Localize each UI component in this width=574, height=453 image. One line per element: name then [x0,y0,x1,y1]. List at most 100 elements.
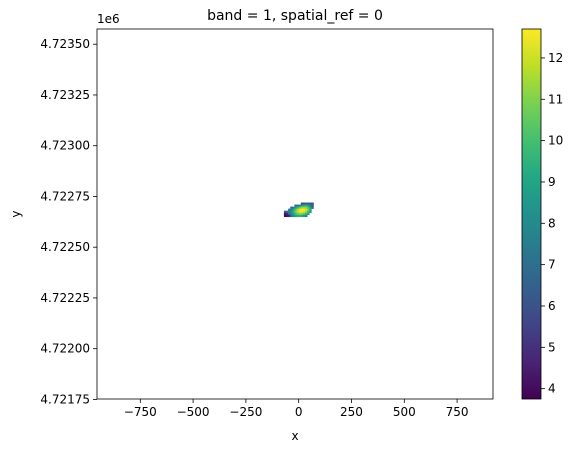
raster-cell [300,206,304,209]
x-tick-label: 0 [295,405,303,419]
raster-cell [302,214,306,218]
raster-cell [294,212,297,216]
x-tick-label: 750 [446,405,469,419]
y-tick-label: 4.72300 [40,139,90,153]
colorbar-tick-label: 12 [548,51,563,65]
raster-cell [286,210,289,213]
raster-cell [298,212,302,216]
raster-cell [290,212,293,216]
raster-cell [307,210,310,213]
raster-cell [302,212,306,216]
raster-cell [283,210,287,213]
colorbar-tick-label: 4 [548,382,556,396]
raster-cell [302,210,306,213]
raster-cell [305,202,308,205]
raster-cell [290,210,293,213]
raster-cell [305,212,308,216]
colorbar-tick-label: 7 [548,258,556,272]
x-axis-label: x [291,429,298,443]
raster-cell [286,212,289,216]
y-axis-label: y [9,210,23,217]
y-tick-label: 4.72325 [40,88,90,102]
raster-cell [307,212,310,216]
raster-cell [292,212,295,216]
raster-cell [300,204,304,207]
raster-cell [305,206,308,209]
raster-cell [302,204,306,207]
y-tick-label: 4.72200 [40,342,90,356]
raster-cell [283,214,287,218]
raster-cell [292,210,295,213]
raster-cell [298,204,302,207]
raster-cell [294,206,297,209]
raster-cell [307,202,310,205]
y-tick-label: 4.72250 [40,240,90,254]
y-axis-ticks: 4.72175 4.72200 4.72225 4.72250 4.72275 4.723… [40,37,97,406]
y-tick-label: 4.72175 [40,392,90,406]
colorbar [521,28,542,400]
chart-title: band = 1, spatial_ref = 0 [207,8,383,24]
y-tick-label: 4.72225 [40,291,90,305]
raster-cell [311,204,314,207]
raster-cell [298,206,302,209]
raster-cell [288,212,291,216]
raster-cell [307,204,310,207]
x-tick-label: 250 [340,405,363,419]
raster-cell [300,214,304,218]
raster-cell [300,212,304,216]
colorbar-tick-label: 11 [548,92,563,106]
raster-cell [294,208,297,211]
x-axis-ticks: −750 −500 −250 0 250 500 750 [124,399,469,419]
raster-cell [305,214,308,218]
colorbar-tick-label: 8 [548,216,556,230]
raster-cell [292,208,295,211]
raster-cell [311,202,314,205]
colorbar-tick-label: 9 [548,175,556,189]
raster-cell [296,214,299,218]
raster-cells [283,202,314,218]
raster-cell [305,204,308,207]
x-tick-label: −250 [229,405,262,419]
raster-cell [307,208,310,211]
raster-cell [307,206,310,209]
raster-cell [288,208,291,211]
x-tick-label: −750 [124,405,157,419]
plot-area-frame [96,28,494,400]
x-tick-label: 500 [393,405,416,419]
raster-cell [305,210,308,213]
raster-cell [290,214,293,218]
raster-cell [290,208,293,211]
raster-cell [294,210,297,213]
raster-cell [309,208,312,211]
raster-cell [294,204,297,207]
raster-cell [309,210,312,213]
raster-cell [300,202,304,205]
raster-cell [302,208,306,211]
colorbar-ticks: 4 5 6 7 8 9 10 11 12 [541,51,563,396]
raster-cell [286,214,289,218]
raster-cell [283,212,287,216]
raster-cell [296,206,299,209]
colorbar-tick-label: 5 [548,340,556,354]
raster-cell [296,210,299,213]
raster-cell [298,214,302,218]
raster-cell [292,214,295,218]
raster-cell [305,208,308,211]
colorbar-tick-label: 6 [548,299,556,313]
y-tick-label: 4.72350 [40,37,90,51]
raster-cell [311,206,314,209]
y-tick-label: 4.72275 [40,189,90,203]
raster-cell [298,210,302,213]
raster-cell [300,208,304,211]
raster-cell [309,202,312,205]
raster-cell [288,214,291,218]
raster-cell [309,204,312,207]
raster-cell [300,210,304,213]
raster-cell [296,204,299,207]
raster-cell [302,202,306,205]
raster-cell [292,206,295,209]
raster-cell [288,210,291,213]
raster-cell [302,206,306,209]
raster-cell [309,206,312,209]
